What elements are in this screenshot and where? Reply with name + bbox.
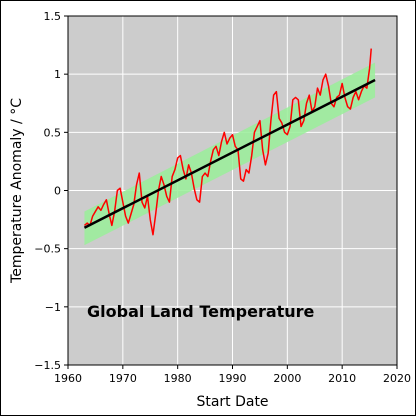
x-tick-label: 2000 (273, 372, 301, 385)
series-line-temperature (83, 48, 372, 236)
y-tick-label: −1 (45, 301, 61, 314)
x-tick-label: 1990 (219, 372, 247, 385)
y-tick-label: 0.5 (44, 126, 62, 139)
y-tick-label: 1 (54, 68, 61, 81)
chart-annotation: Global Land Temperature (87, 302, 315, 321)
x-tick-label: 2020 (383, 372, 411, 385)
series-line-trend (83, 78, 376, 229)
y-axis: −1.5 −1 −0.5 0 0.5 1 1.5 (34, 10, 68, 372)
x-axis-label: Start Date (196, 394, 268, 410)
x-tick-label: 1980 (164, 372, 192, 385)
x-tick-label: 2010 (328, 372, 356, 385)
x-tick-label: 1970 (109, 372, 137, 385)
y-tick-label: 0 (54, 185, 61, 198)
y-tick-label: 1.5 (44, 10, 62, 23)
y-axis-label: Temperature Anomaly / °C (9, 98, 25, 284)
y-tick-label: −1.5 (34, 359, 61, 372)
y-tick-label: −0.5 (34, 243, 61, 256)
x-axis: 1960 1970 1980 1990 2000 2010 2020 (54, 365, 411, 385)
x-tick-label: 1960 (54, 372, 82, 385)
series-layer (83, 48, 376, 236)
